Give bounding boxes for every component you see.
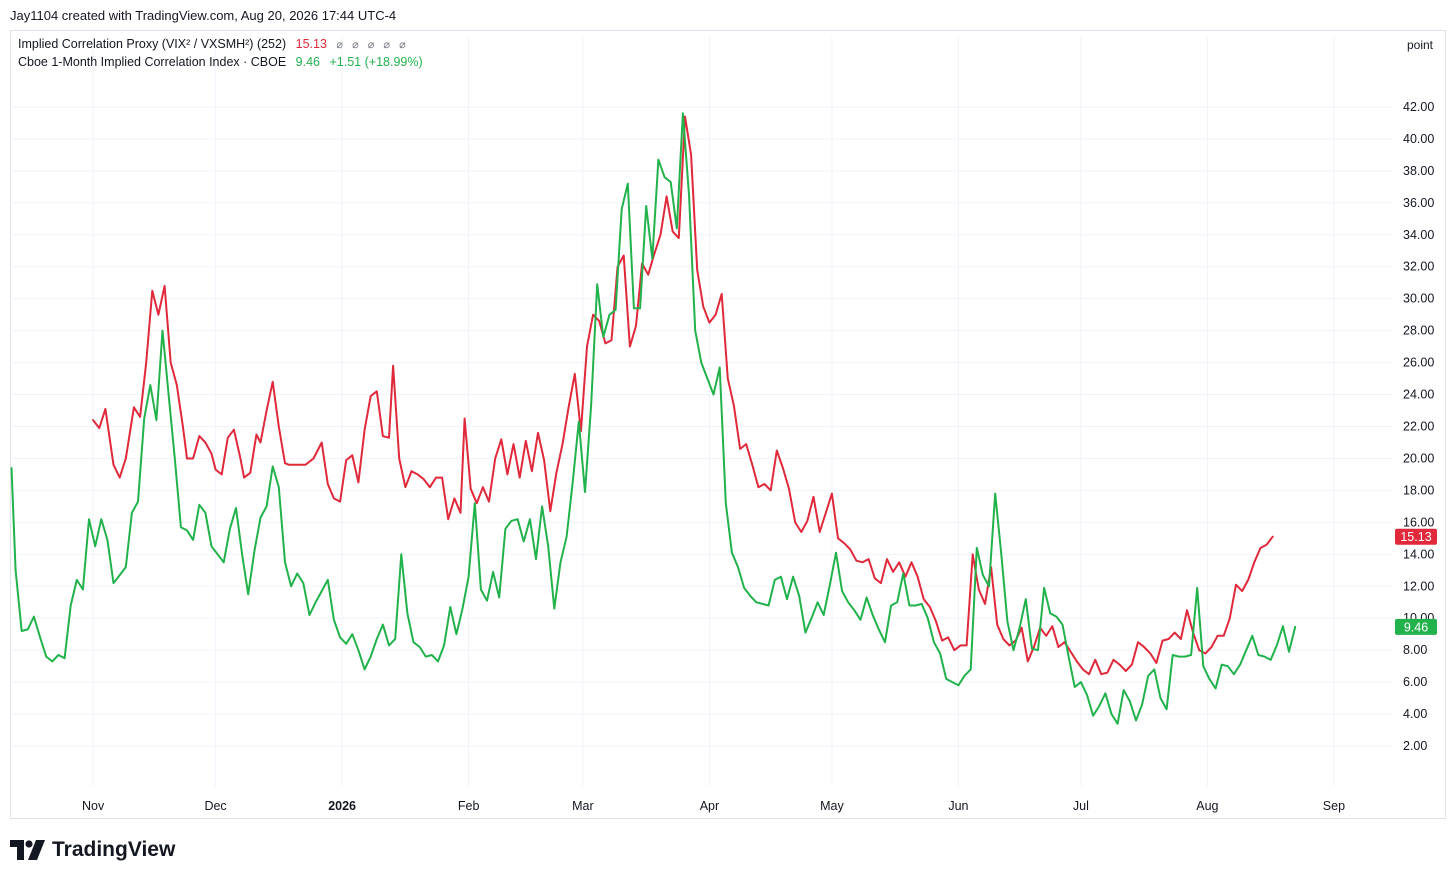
x-tick-label: Sep: [1323, 799, 1345, 813]
y-tick-label: 36.00: [1403, 196, 1434, 210]
legend-series-name: Cboe 1-Month Implied Correlation Index ·…: [18, 55, 287, 69]
y-tick-label: 20.00: [1403, 451, 1434, 465]
y-tick-label: 40.00: [1403, 132, 1434, 146]
legend-series-change: +1.51 (+18.99%): [329, 55, 423, 69]
y-tick-label: 24.00: [1403, 388, 1434, 402]
y-tick-label: 12.00: [1403, 579, 1434, 593]
legend-row-proxy[interactable]: Implied Correlation Proxy (VIX² / VXSMH²…: [18, 36, 423, 54]
y-tick-label: 8.00: [1403, 643, 1427, 657]
chart-frame: [10, 30, 1446, 819]
y-tick-label: 16.00: [1403, 515, 1434, 529]
x-tick-label: Feb: [458, 799, 480, 813]
y-tick-label: 14.00: [1403, 547, 1434, 561]
tradingview-logo-icon: [10, 840, 45, 860]
y-tick-label: 30.00: [1403, 292, 1434, 306]
legend-na-icons: ⌀ ⌀ ⌀ ⌀ ⌀: [336, 39, 409, 51]
y-tick-label: 28.00: [1403, 324, 1434, 338]
legend-row-cboe[interactable]: Cboe 1-Month Implied Correlation Index ·…: [18, 54, 423, 71]
series-line-cboe[interactable]: [10, 112, 1297, 725]
y-tick-label: 6.00: [1403, 675, 1427, 689]
tradingview-logo: TradingView: [10, 836, 175, 864]
last-value-label: 9.46: [1404, 620, 1428, 634]
scale-mode-button[interactable]: point: [1397, 33, 1443, 57]
legend: Implied Correlation Proxy (VIX² / VXSMH²…: [18, 36, 423, 71]
y-tick-label: 2.00: [1403, 739, 1427, 753]
legend-series-name: Implied Correlation Proxy (VIX² / VXSMH²…: [18, 37, 287, 51]
x-tick-label: May: [820, 799, 844, 813]
x-tick-label: 2026: [328, 799, 356, 813]
brand-name: TradingView: [52, 838, 176, 861]
y-tick-label: 42.00: [1403, 100, 1434, 114]
series-line-proxy[interactable]: [92, 115, 1274, 676]
x-tick-label: Apr: [700, 799, 719, 813]
x-tick-label: Aug: [1196, 799, 1218, 813]
x-tick-label: Dec: [204, 799, 226, 813]
x-tick-label: Jun: [948, 799, 968, 813]
y-tick-label: 38.00: [1403, 164, 1434, 178]
y-tick-label: 34.00: [1403, 228, 1434, 242]
y-tick-label: 4.00: [1403, 707, 1427, 721]
last-value-label: 15.13: [1400, 530, 1431, 544]
chart-credit: Jay1104 created with TradingView.com, Au…: [10, 8, 397, 23]
x-tick-label: Jul: [1073, 799, 1089, 813]
last-value-badge-proxy: [1395, 528, 1437, 545]
last-value-badge-cboe: [1395, 618, 1437, 635]
legend-series-value: 9.46: [295, 55, 321, 69]
x-tick-label: Mar: [572, 799, 594, 813]
legend-series-value: 15.13: [295, 37, 327, 51]
y-tick-label: 26.00: [1403, 356, 1434, 370]
y-tick-label: 22.00: [1403, 420, 1434, 434]
x-tick-label: Nov: [82, 799, 105, 813]
y-tick-label: 32.00: [1403, 260, 1434, 274]
y-tick-label: 18.00: [1403, 483, 1434, 497]
